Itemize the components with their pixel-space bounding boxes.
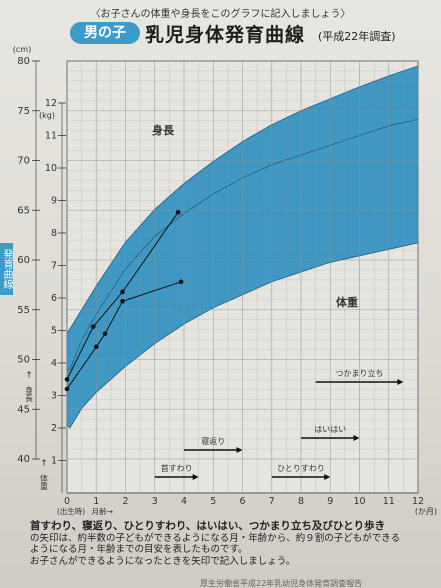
height-tick-label: 45 [17, 404, 30, 415]
weight-measured-point [120, 298, 125, 304]
milestone-label: つかまり立ち [336, 368, 384, 378]
milestone-arrowhead [397, 379, 404, 385]
month-tick-label: 1 [93, 496, 99, 507]
height-tick-label: 55 [17, 305, 30, 316]
height-axis-label: 身長 [25, 385, 34, 403]
weight-tick-label: 9 [51, 196, 57, 207]
height-tick-label: 80 [17, 56, 30, 67]
month-tick-label: 0 [64, 496, 70, 507]
explanation-line-4: お子さんができるようになったときを矢印で記入しましょう。 [30, 555, 296, 567]
explanation-line-3: ようになる月・年齢までの目安を表したものです。 [30, 544, 248, 555]
height-tick-label: 65 [17, 205, 30, 216]
explanation-line-1: 首すわり、寝返り、ひとりすわり、はいはい、つかまり立ち及びひとり歩き [30, 520, 386, 532]
month-tick-label: 2 [122, 496, 128, 507]
height-tick-label: 60 [17, 255, 30, 266]
weight-tick-label: 12 [45, 98, 57, 109]
month-axis-label: 月齢→ [92, 506, 113, 516]
month-tick-label: 10 [353, 496, 365, 507]
side-tab: 発育曲線 [0, 243, 13, 295]
height-measured-point [175, 209, 181, 215]
milestone-explanation: 首すわり、寝返り、ひとりすわり、はいはい、つかまり立ち及びひとり歩き の矢印は、… [30, 520, 425, 567]
explanation-line-2: の矢印は、約半数の子どもができるようになる月・年齢から、約９割の子どもができる [30, 532, 401, 544]
height-tick-label: 40 [17, 454, 30, 465]
weight-measured-point [64, 386, 70, 392]
month-tick-label: 5 [210, 496, 216, 507]
weight-measured-point [93, 344, 99, 350]
month-unit-label: (か月) [415, 507, 437, 516]
height-band-label: 身長 [152, 123, 175, 137]
survey-subtitle: (平成22年調査) [318, 30, 396, 43]
weight-tick-label: 11 [45, 131, 57, 142]
height-unit-label: (cm) [13, 45, 31, 54]
weight-tick-label: 5 [51, 326, 57, 337]
gender-badge: 男の子 [70, 22, 140, 44]
month-tick-label: 6 [239, 496, 245, 507]
milestone-label: 首すわり [161, 463, 193, 473]
weight-tick-label: 10 [45, 163, 57, 174]
instruction-note: 〈お子さんの体重や身長をこのグラフに記入しましょう〉 [90, 9, 351, 20]
month-tick-label: 4 [181, 496, 187, 507]
weight-tick-label: 8 [51, 228, 57, 239]
month-tick-label: 9 [327, 496, 333, 507]
milestone-label: はいはい [314, 425, 346, 434]
height-axis-arrow: ↑ [25, 371, 33, 381]
chart-title: 乳児身体発育曲線 [145, 24, 306, 46]
height-measured-line [66, 211, 179, 380]
height-measured-point [91, 324, 96, 329]
height-tick-label: 50 [17, 355, 30, 366]
weight-unit-label: (kg) [39, 111, 55, 120]
height-tick-label: 70 [17, 156, 30, 167]
weight-band-label: 体重 [336, 295, 358, 309]
milestone-arrowhead [324, 474, 331, 480]
weight-axis-arrow: ↑ [40, 459, 48, 469]
month-tick-label: 7 [269, 496, 275, 507]
weight-tick-label: 1 [51, 456, 57, 467]
weight-tick-label: 6 [51, 293, 57, 304]
milestone-arrowhead [353, 435, 360, 441]
milestone-label: 寝返り [201, 436, 225, 446]
weight-axis-label-bottom: 体重 [40, 473, 49, 490]
weight-tick-label: 7 [51, 261, 57, 272]
month-tick-label: 12 [412, 496, 424, 507]
milestone-label: ひとりすわり [277, 464, 325, 473]
birth-tick-sublabel: (出生時) [57, 506, 85, 516]
weight-measured-point [102, 331, 108, 337]
month-tick-label: 8 [298, 496, 304, 507]
height-measured-point [64, 377, 70, 382]
milestone-arrowhead [192, 474, 199, 480]
weight-tick-label: 4 [51, 358, 57, 369]
month-tick-label: 11 [383, 496, 395, 507]
weight-measured-point [178, 279, 184, 285]
source-footer: 厚生労働省平成22年乳幼児身体発育調査報告 [200, 579, 363, 588]
height-measured-point [120, 289, 125, 295]
weight-tick-label: 2 [51, 423, 57, 434]
month-tick-label: 3 [152, 496, 158, 507]
weight-tick-label: 3 [51, 391, 57, 402]
milestone-arrowhead [236, 447, 243, 453]
height-tick-label: 75 [17, 106, 30, 117]
